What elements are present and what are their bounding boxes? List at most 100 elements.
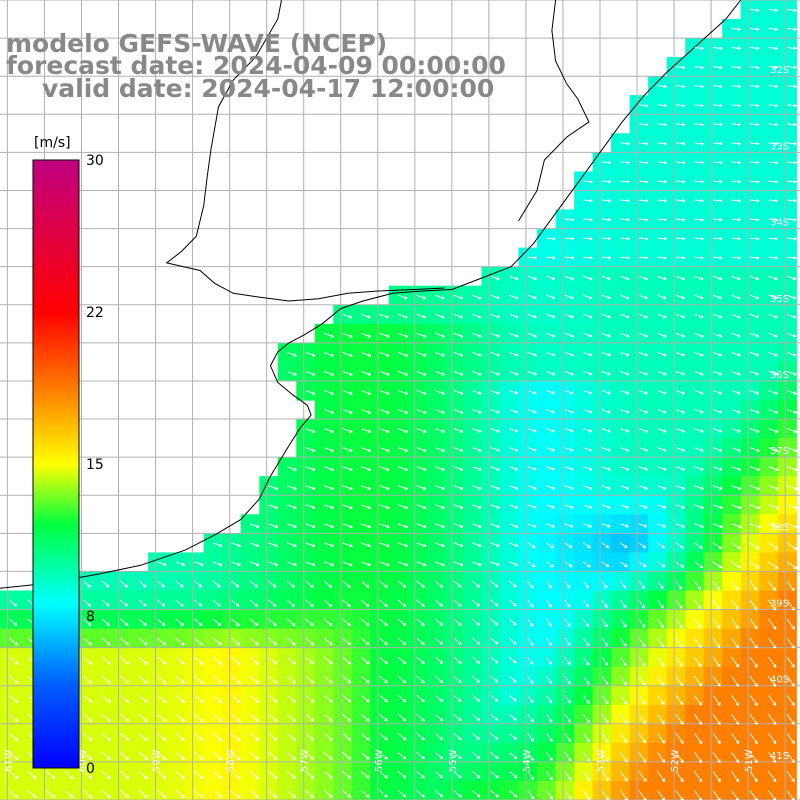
wind-arrow xyxy=(638,256,649,260)
latitude-label: 40S xyxy=(770,675,789,686)
wind-arrow xyxy=(638,179,649,184)
wind-arrow xyxy=(731,122,741,127)
wind-arrow xyxy=(620,256,630,260)
wind-arrow xyxy=(694,236,704,241)
wind-arrow xyxy=(712,84,723,89)
wind-arrow xyxy=(712,198,723,203)
wind-arrow xyxy=(749,46,760,51)
wind-arrow xyxy=(564,236,575,241)
wind-arrow xyxy=(768,122,778,127)
wind-arrow xyxy=(731,160,741,165)
wind-arrow xyxy=(527,255,537,260)
wind-arrow xyxy=(768,141,778,146)
wind-arrow xyxy=(731,217,741,222)
wind-arrow xyxy=(731,103,741,108)
wind-arrow xyxy=(749,122,760,127)
latitude-label: 41S xyxy=(770,751,789,762)
wind-arrow xyxy=(620,236,630,241)
wind-arrow xyxy=(786,27,797,32)
wind-arrow xyxy=(768,27,778,32)
wind-arrow xyxy=(768,179,778,184)
wind-arrow xyxy=(638,122,649,127)
wind-arrow xyxy=(620,198,630,203)
wind-arrow xyxy=(638,198,649,203)
wind-arrow xyxy=(749,198,760,203)
wind-arrow xyxy=(768,46,778,51)
longitude-label: 54W xyxy=(522,749,533,772)
wind-arrow xyxy=(694,65,704,70)
wind-arrow xyxy=(564,217,575,222)
wind-arrow xyxy=(731,46,741,51)
wind-arrow xyxy=(749,141,760,146)
wind-arrow xyxy=(675,84,686,89)
latitude-label: 32S xyxy=(770,65,789,76)
wind-arrow xyxy=(749,217,760,222)
wind-arrow xyxy=(675,65,686,70)
wind-arrow xyxy=(657,84,667,89)
wind-arrow xyxy=(657,160,667,165)
wind-arrow xyxy=(638,236,649,241)
wind-arrow xyxy=(601,198,612,203)
wind-arrow xyxy=(657,141,667,146)
wind-arrow xyxy=(583,217,593,222)
wind-arrow xyxy=(749,8,760,13)
wind-arrow xyxy=(712,160,723,165)
wind-arrow xyxy=(731,236,741,241)
colorbar-unit: [m/s] xyxy=(34,135,71,151)
wind-arrow xyxy=(712,46,723,51)
latitude-label: 37S xyxy=(770,446,789,457)
wind-arrow xyxy=(675,217,686,222)
wind-arrow xyxy=(786,65,797,70)
wind-arrow xyxy=(786,217,797,222)
latitude-label: 39S xyxy=(770,599,789,610)
wind-arrow xyxy=(712,141,723,146)
wind-arrow xyxy=(694,84,704,89)
latitude-label: 35S xyxy=(770,294,789,305)
wind-arrow xyxy=(583,256,593,260)
lagoon-outline-path xyxy=(518,0,590,222)
wind-arrow xyxy=(694,46,704,51)
wind-arrow xyxy=(675,179,686,184)
wind-arrow xyxy=(749,236,760,241)
wind-arrow xyxy=(675,160,686,165)
wind-arrow xyxy=(731,198,741,203)
longitude-label: 55W xyxy=(448,749,459,772)
latitude-label: 34S xyxy=(770,218,789,229)
wind-arrow xyxy=(601,160,612,165)
wind-arrow xyxy=(694,179,704,184)
colorbar-label-30: 30 xyxy=(86,153,104,169)
wind-arrow xyxy=(638,217,649,222)
wind-arrow xyxy=(768,236,778,241)
wind-arrow xyxy=(731,65,741,70)
wind-arrow xyxy=(601,217,612,222)
wind-arrow xyxy=(712,103,723,108)
coastline-path xyxy=(0,0,742,589)
wind-arrow xyxy=(657,103,667,108)
longitude-label: 57W xyxy=(300,749,311,772)
wind-arrow xyxy=(768,84,778,89)
wind-arrow xyxy=(786,236,797,241)
wind-arrow xyxy=(731,179,741,184)
wind-arrow xyxy=(749,27,760,32)
wind-arrow xyxy=(786,160,797,165)
colorbar: [m/s] 30 22 15 8 0 xyxy=(32,135,104,777)
wind-arrow xyxy=(712,217,723,222)
wind-arrow xyxy=(768,217,778,222)
wind-arrow xyxy=(620,141,630,146)
wind-arrow xyxy=(583,236,593,241)
coastline xyxy=(0,0,742,589)
wind-arrow xyxy=(601,179,612,184)
wind-arrow xyxy=(638,160,649,165)
longitude-label: 56W xyxy=(374,749,385,772)
wind-arrow xyxy=(583,179,593,184)
wind-arrow xyxy=(694,198,704,203)
wind-arrow xyxy=(786,179,797,184)
wind-arrow xyxy=(768,103,778,108)
longitude-label: 59W xyxy=(152,749,163,772)
wind-arrow xyxy=(657,179,667,184)
wind-arrows xyxy=(9,8,799,800)
wind-arrow xyxy=(638,103,649,108)
wind-arrow xyxy=(731,84,741,89)
wind-arrow xyxy=(546,236,556,241)
